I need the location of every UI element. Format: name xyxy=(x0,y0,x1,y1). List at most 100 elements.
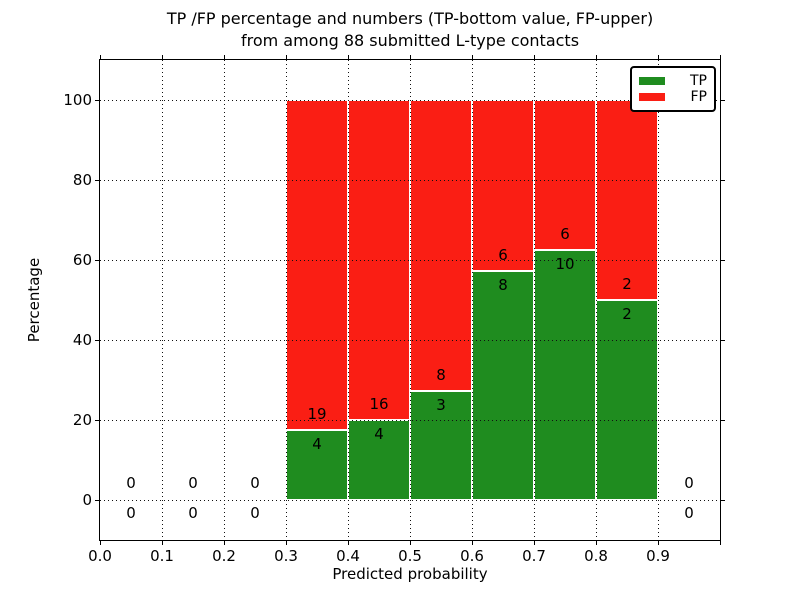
y-tick-mark-right xyxy=(721,420,725,421)
gridline-horizontal xyxy=(100,100,720,101)
x-tick-mark-top xyxy=(162,55,163,59)
x-tick-mark-bottom xyxy=(472,541,473,545)
bar-fp-segment xyxy=(596,100,658,300)
tp-count-label: 0 xyxy=(684,504,694,522)
x-tick-label: 0.7 xyxy=(522,547,546,565)
bar-tp-segment xyxy=(472,271,534,500)
gridline-vertical xyxy=(348,60,349,540)
gridline-vertical xyxy=(472,60,473,540)
chart-title-line-1: TP /FP percentage and numbers (TP-bottom… xyxy=(166,9,654,28)
x-tick-mark-bottom xyxy=(410,541,411,545)
fp-count-label: 0 xyxy=(126,474,136,492)
tp-color-swatch xyxy=(639,77,665,85)
x-tick-mark-bottom xyxy=(348,541,349,545)
gridline-vertical xyxy=(658,60,659,540)
x-tick-mark-top xyxy=(348,55,349,59)
fp-count-label: 2 xyxy=(622,275,632,293)
x-tick-mark-bottom xyxy=(224,541,225,545)
legend-label-fp: FP xyxy=(690,89,708,105)
gridline-horizontal xyxy=(100,260,720,261)
x-tick-mark-bottom xyxy=(534,541,535,545)
x-tick-mark-top xyxy=(100,55,101,59)
x-tick-mark-top xyxy=(286,55,287,59)
legend-item-tp: TP xyxy=(639,74,707,89)
fp-count-label: 0 xyxy=(684,474,694,492)
y-tick-label: 0 xyxy=(82,491,92,509)
y-tick-mark-left xyxy=(95,340,99,341)
x-tick-mark-top xyxy=(534,55,535,59)
x-tick-mark-bottom xyxy=(162,541,163,545)
x-tick-mark-top xyxy=(596,55,597,59)
fp-count-label: 0 xyxy=(250,474,260,492)
tp-count-label: 2 xyxy=(622,305,632,323)
tp-count-label: 10 xyxy=(555,255,575,273)
tp-count-label: 0 xyxy=(188,504,198,522)
x-tick-label: 0.9 xyxy=(646,547,670,565)
x-tick-label: 0.5 xyxy=(398,547,422,565)
x-tick-label: 0.1 xyxy=(150,547,174,565)
x-tick-label: 0.4 xyxy=(336,547,360,565)
x-tick-mark-top xyxy=(658,55,659,59)
chart-title: TP /FP percentage and numbers (TP-bottom… xyxy=(100,8,720,52)
fp-count-label: 6 xyxy=(498,246,508,265)
gridline-vertical xyxy=(410,60,411,540)
y-tick-mark-left xyxy=(95,260,99,261)
tp-count-label: 8 xyxy=(498,276,508,295)
bar-fp-segment xyxy=(286,100,348,431)
y-tick-mark-right xyxy=(721,500,725,501)
gridline-horizontal xyxy=(100,500,720,501)
y-tick-label: 60 xyxy=(72,251,92,269)
bar-tp-segment xyxy=(596,300,658,500)
fp-color-swatch xyxy=(639,93,665,101)
bar-fp-segment xyxy=(534,100,596,250)
chart-title-line-2: from among 88 submitted L-type contacts xyxy=(240,31,580,50)
y-tick-mark-right xyxy=(721,260,725,261)
tp-count-label: 3 xyxy=(436,395,446,414)
x-tick-label: 0.8 xyxy=(584,547,608,565)
gridline-vertical xyxy=(596,60,597,540)
gridline-vertical xyxy=(286,60,287,540)
y-tick-mark-right xyxy=(721,180,725,181)
x-tick-mark-top xyxy=(224,55,225,59)
x-tick-mark-bottom xyxy=(100,541,101,545)
x-tick-label: 0.3 xyxy=(274,547,298,565)
x-tick-mark-bottom xyxy=(720,541,721,545)
gridline-vertical xyxy=(162,60,163,540)
x-axis-label: Predicted probability xyxy=(332,565,488,583)
tp-count-label: 0 xyxy=(250,504,260,522)
gridline-horizontal xyxy=(100,180,720,181)
fp-count-label: 19 xyxy=(307,405,327,424)
y-tick-mark-left xyxy=(95,420,99,421)
y-tick-label: 40 xyxy=(72,331,92,349)
bar-fp-segment xyxy=(410,100,472,391)
legend-item-fp: FP xyxy=(639,90,707,105)
y-tick-mark-right xyxy=(721,340,725,341)
bar-tp-segment xyxy=(286,430,348,500)
tp-count-label: 0 xyxy=(126,504,136,522)
y-tick-mark-left xyxy=(95,180,99,181)
y-tick-label: 100 xyxy=(63,91,92,109)
gridline-vertical xyxy=(224,60,225,540)
fp-count-label: 6 xyxy=(560,225,570,243)
x-tick-mark-top xyxy=(720,55,721,59)
legend-label-tp: TP xyxy=(690,73,707,89)
fp-count-label: 8 xyxy=(436,365,446,384)
legend: TP FP xyxy=(630,66,716,112)
gridline-horizontal xyxy=(100,420,720,421)
x-tick-mark-top xyxy=(472,55,473,59)
y-tick-mark-left xyxy=(95,500,99,501)
fp-count-label: 16 xyxy=(369,395,389,413)
gridline-horizontal xyxy=(100,340,720,341)
x-tick-mark-bottom xyxy=(658,541,659,545)
bar-tp-segment xyxy=(534,250,596,500)
x-tick-mark-bottom xyxy=(286,541,287,545)
x-tick-label: 0.0 xyxy=(88,547,112,565)
x-tick-mark-top xyxy=(410,55,411,59)
y-tick-label: 80 xyxy=(72,171,92,189)
x-tick-mark-bottom xyxy=(596,541,597,545)
fp-count-label: 0 xyxy=(188,474,198,492)
tp-count-label: 4 xyxy=(312,435,322,454)
x-tick-label: 0.2 xyxy=(212,547,236,565)
tp-count-label: 4 xyxy=(374,425,384,443)
